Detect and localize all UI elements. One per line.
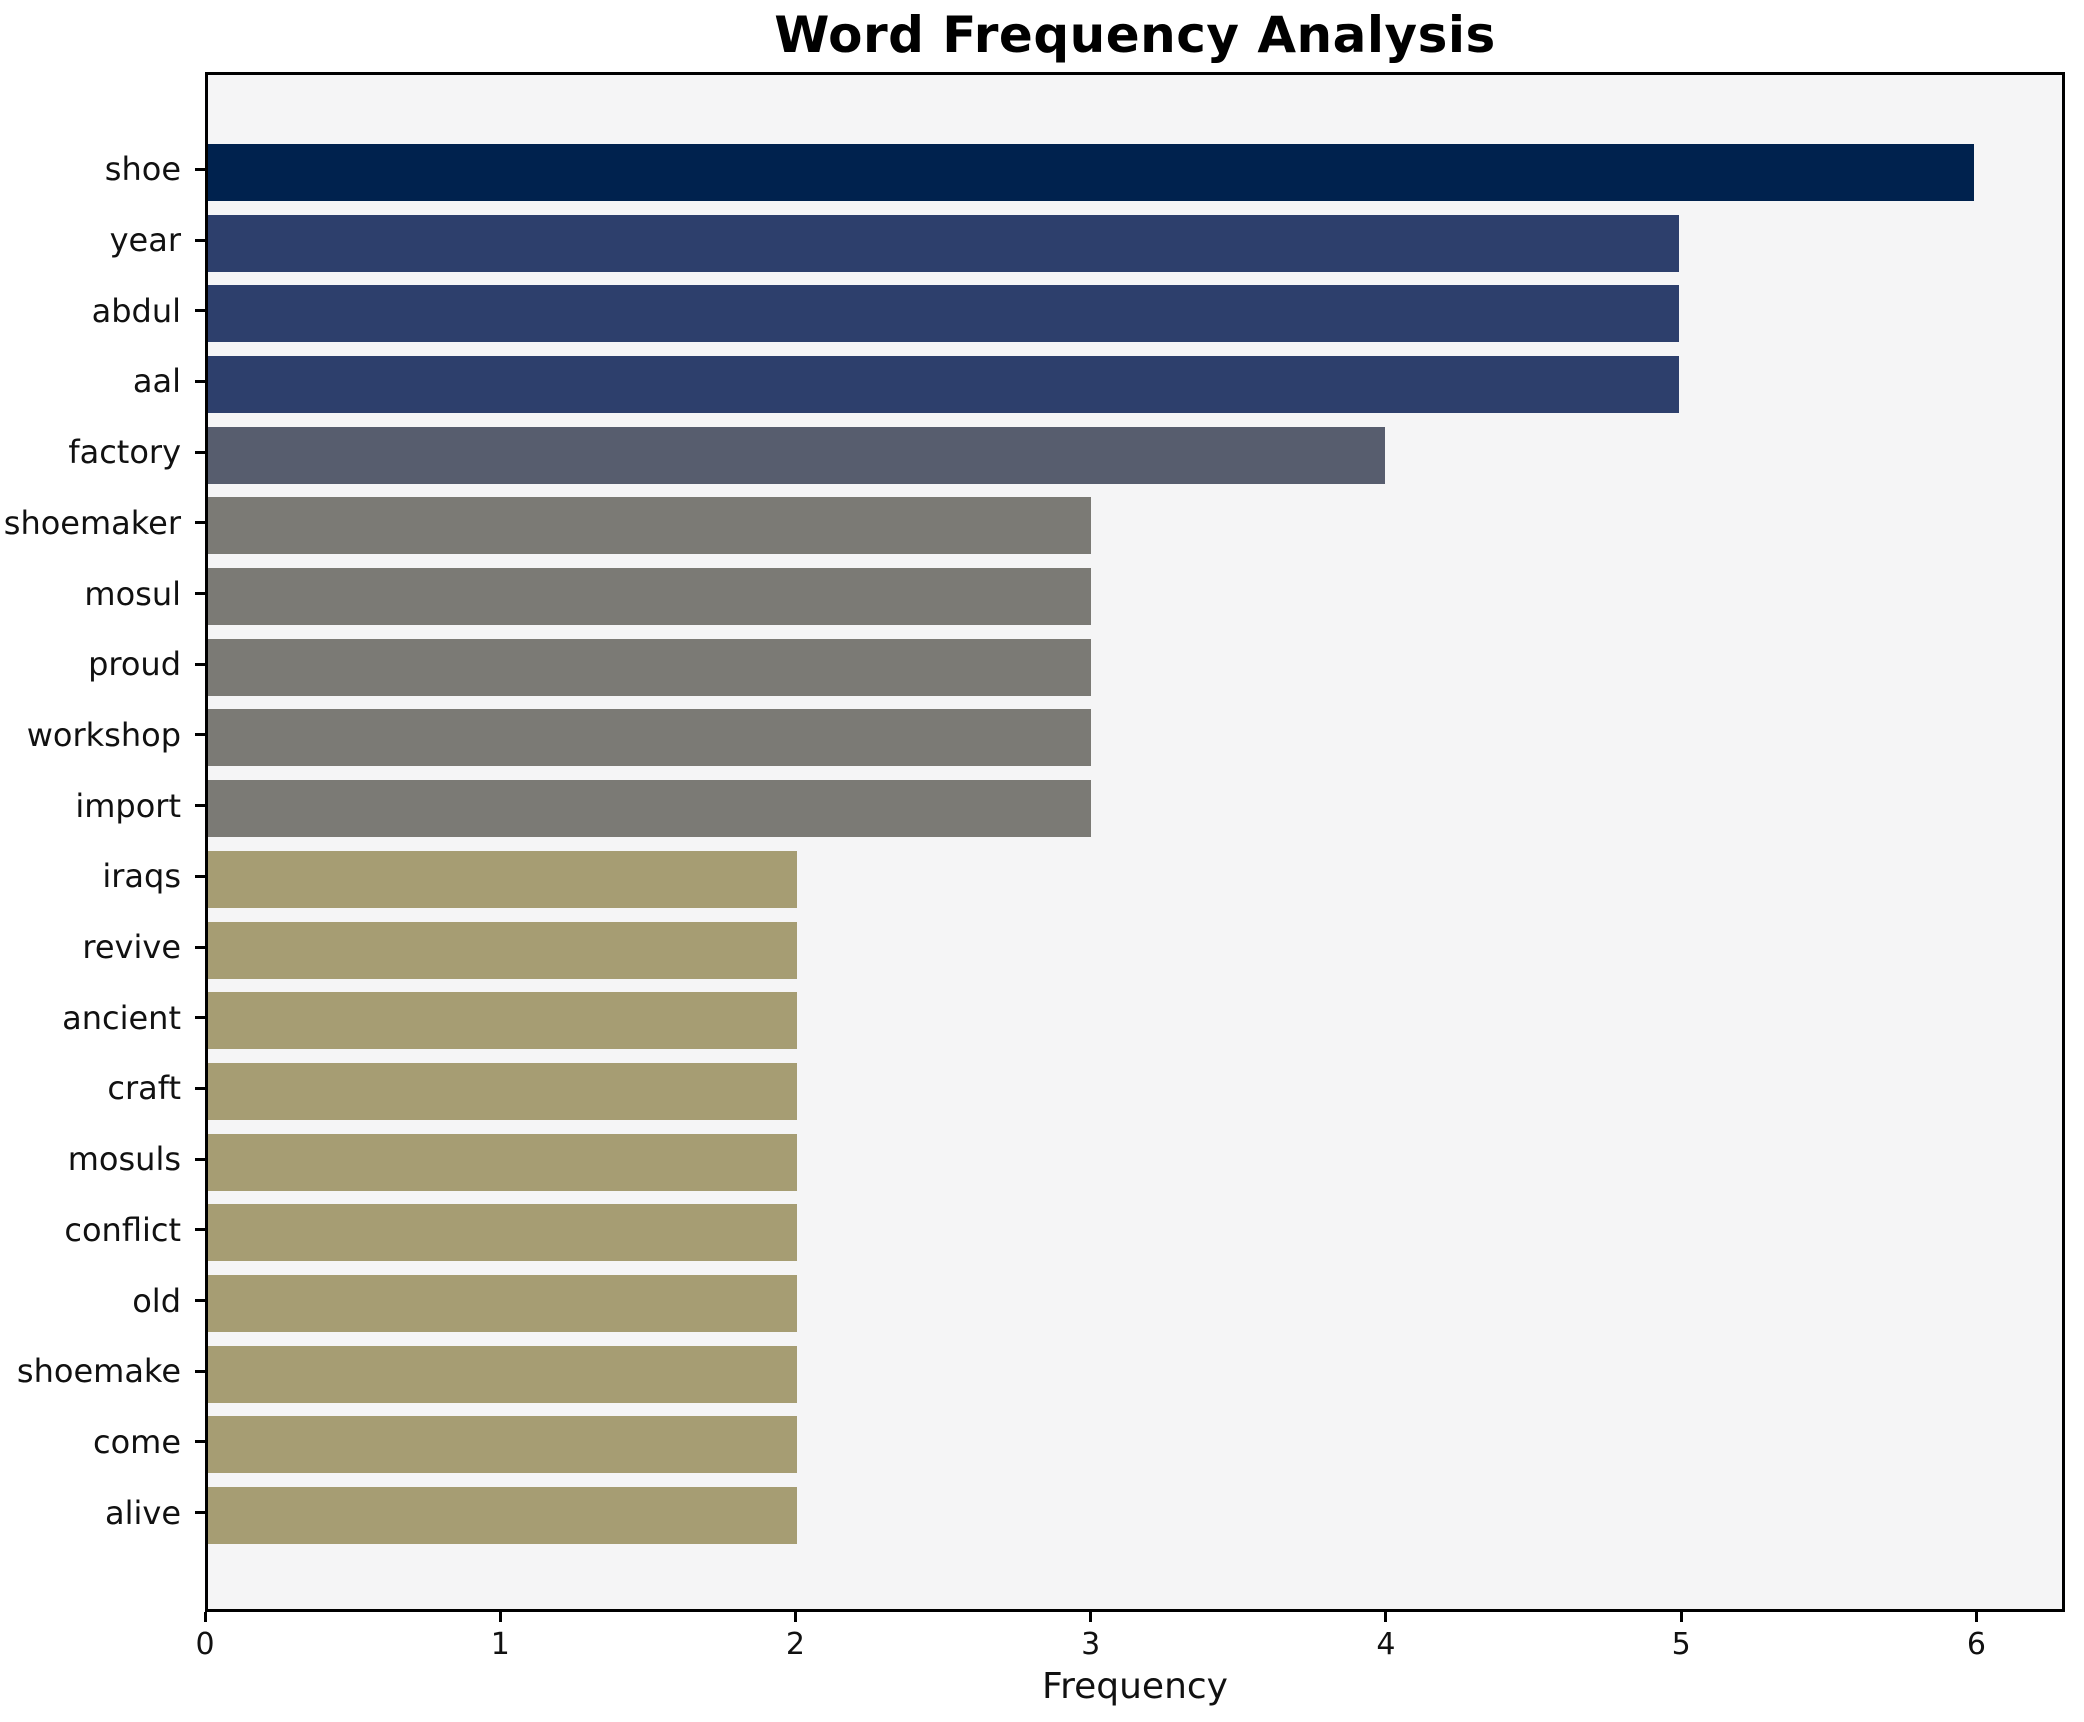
y-tick-mark [195,592,205,596]
x-tick-label-0: 0 [195,1627,215,1662]
y-tick-label-iraqs: iraqs [102,857,181,896]
x-tick-mark [793,1612,797,1622]
bar-abdul [208,285,1680,343]
x-tick-label-3: 3 [1081,1627,1101,1662]
y-tick-mark [195,1299,205,1303]
y-tick-label-shoe: shoe [104,150,181,189]
y-tick-mark [195,1086,205,1090]
y-tick-mark [195,1440,205,1444]
chart-title: Word Frequency Analysis [774,6,1496,64]
y-tick-mark [195,1511,205,1515]
x-tick-label-1: 1 [490,1627,510,1662]
y-tick-mark [195,662,205,666]
y-tick-label-factory: factory [68,433,181,472]
y-tick-mark [195,733,205,737]
x-tick-label-4: 4 [1376,1627,1396,1662]
x-tick-label-5: 5 [1671,1627,1691,1662]
y-tick-label-old: old [132,1281,181,1320]
x-tick-mark [1974,1612,1978,1622]
y-tick-mark [195,1369,205,1373]
x-tick-mark [498,1612,502,1622]
bar-proud [208,638,1091,696]
x-tick-mark [203,1612,207,1622]
y-tick-label-come: come [92,1422,181,1461]
y-tick-mark [195,1228,205,1232]
y-tick-mark [195,1016,205,1020]
y-tick-mark [195,379,205,383]
y-tick-label-conflict: conflict [64,1210,181,1249]
y-tick-label-aal: aal [132,362,181,401]
y-tick-mark [195,521,205,525]
x-axis-label: Frequency [1042,1666,1228,1707]
bar-year [208,214,1680,272]
y-tick-mark [195,874,205,878]
y-tick-label-shoemaker: shoemaker [3,503,181,542]
y-tick-label-workshop: workshop [26,715,181,754]
bar-old [208,1275,797,1333]
y-tick-mark [195,238,205,242]
y-tick-mark [195,804,205,808]
x-tick-label-6: 6 [1966,1627,1986,1662]
x-tick-mark [1089,1612,1093,1622]
bar-mosuls [208,1133,797,1191]
bar-conflict [208,1204,797,1262]
y-tick-label-ancient: ancient [62,998,181,1037]
y-tick-label-craft: craft [107,1069,181,1108]
bar-ancient [208,992,797,1050]
y-tick-label-abdul: abdul [91,291,181,330]
bar-alive [208,1487,797,1545]
plot-area [205,72,2065,1612]
y-tick-mark [195,1157,205,1161]
y-tick-mark [195,450,205,454]
y-tick-label-mosul: mosul [84,574,181,613]
y-tick-label-proud: proud [88,645,181,684]
bar-craft [208,1062,797,1120]
bar-shoemaker [208,497,1091,555]
x-tick-mark [1679,1612,1683,1622]
y-tick-label-alive: alive [104,1493,181,1532]
bar-shoemake [208,1345,797,1403]
bar-come [208,1416,797,1474]
x-tick-label-2: 2 [785,1627,806,1662]
bar-mosul [208,568,1091,626]
bar-revive [208,921,797,979]
bar-shoe [208,143,1974,201]
bar-factory [208,426,1386,484]
bar-import [208,780,1091,838]
bar-aal [208,355,1680,413]
y-tick-label-revive: revive [82,928,181,967]
y-tick-label-shoemake: shoemake [16,1352,181,1391]
y-tick-label-year: year [109,221,181,260]
y-tick-mark [195,309,205,313]
y-tick-mark [195,167,205,171]
y-tick-label-mosuls: mosuls [67,1140,181,1179]
y-tick-mark [195,945,205,949]
x-tick-mark [1384,1612,1388,1622]
bar-workshop [208,709,1091,767]
y-tick-label-import: import [75,786,181,825]
bar-iraqs [208,850,797,908]
